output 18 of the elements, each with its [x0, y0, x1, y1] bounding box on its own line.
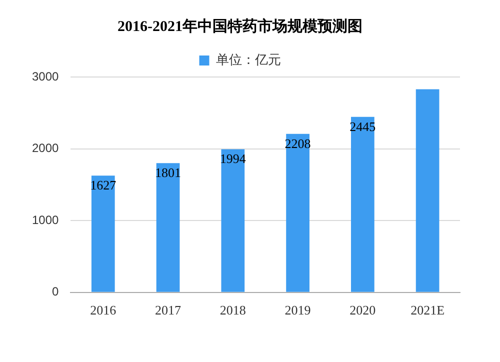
chart-title: 2016-2021年中国特药市场规模预测图 — [118, 16, 362, 35]
x-tick-label: 2016 — [90, 302, 117, 318]
bar — [156, 163, 180, 292]
bar — [91, 176, 115, 292]
x-tick-label: 2017 — [155, 302, 182, 318]
bar — [416, 89, 440, 292]
y-tick-label: 0 — [52, 284, 60, 299]
y-tick-label: 1000 — [32, 212, 60, 227]
bar — [350, 116, 374, 292]
legend-label: 单位：亿元 — [216, 52, 281, 68]
bar — [221, 149, 245, 292]
x-tick-label: 2019 — [284, 302, 311, 318]
y-tick-label: 2000 — [32, 141, 60, 156]
x-tick-label: 2020 — [350, 302, 376, 318]
bar — [286, 134, 310, 292]
y-tick-label: 3000 — [32, 69, 60, 84]
x-tick-label: 2018 — [220, 302, 246, 318]
x-tick-label: 2021E — [410, 302, 445, 318]
